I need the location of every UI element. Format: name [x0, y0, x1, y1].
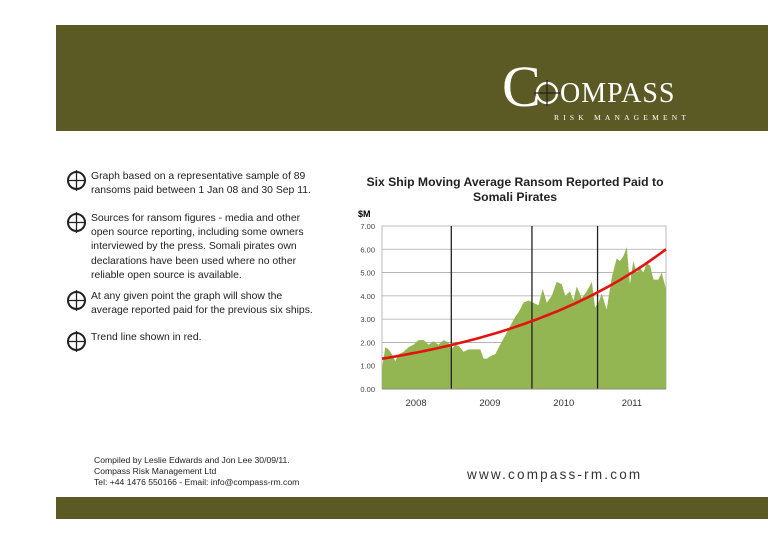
trend-line: [381, 248, 667, 360]
bullet-text: Graph based on a representative sample o…: [91, 170, 311, 198]
y-tick-label: 2.00: [360, 338, 375, 347]
y-tick-label: 0.00: [360, 385, 375, 394]
logo-initial: C: [502, 54, 541, 119]
compass-bullet-icon: [67, 212, 86, 233]
credits-line: Tel: +44 1476 550166 - Email: info@compa…: [94, 477, 300, 488]
y-tick-label: 3.00: [360, 315, 375, 324]
x-tick-label: 2008: [406, 398, 427, 409]
bullet-text-line: open source reporting, including some ow…: [91, 227, 304, 239]
moving-average-area: [382, 247, 666, 389]
x-tick-label: 2010: [553, 398, 574, 409]
bullet-text-line: declarations have been used where no oth…: [91, 255, 297, 267]
bullet-text-line: At any given point the graph will show t…: [91, 291, 283, 302]
y-tick-label: 1.00: [360, 362, 375, 371]
x-tick-label: 2011: [622, 398, 642, 409]
logo-subtitle: RISK MANAGEMENT: [554, 113, 691, 122]
chart-title-line: Six Ship Moving Average Ransom Reported …: [366, 175, 664, 189]
chart-title-line: Somali Pirates: [473, 190, 557, 204]
compass-rose-icon: [534, 80, 560, 106]
bullet-text-line: reliable open source is available.: [91, 269, 242, 281]
compass-bullet-icon: [67, 170, 86, 191]
footer-band: [56, 497, 768, 519]
credits-line: Compass Risk Management Ltd: [94, 466, 217, 477]
bullet-text: Trend line shown in red.: [91, 331, 202, 345]
x-tick-label: 2009: [479, 398, 500, 409]
bullet-text: At any given point the graph will show t…: [91, 290, 313, 318]
y-tick-label: 7.00: [360, 222, 375, 231]
chart-title: Six Ship Moving Average Ransom Reported …: [350, 175, 680, 205]
header-band: [56, 25, 768, 131]
website-link[interactable]: www.compass-rm.com: [467, 467, 643, 482]
logo-wordmark: OMPASS: [560, 78, 676, 109]
compass-bullet-icon: [67, 331, 86, 352]
compass-bullet-icon: [67, 290, 86, 311]
credits-line: Compiled by Leslie Edwards and Jon Lee 3…: [94, 455, 290, 465]
y-tick-label: 5.00: [360, 269, 375, 278]
bullet-text-line: interviewed by the press. Somali pirates…: [91, 241, 297, 253]
y-tick-label: 4.00: [360, 292, 375, 301]
bullet-text-line: Trend line shown in red.: [91, 332, 202, 343]
bullet-text-line: Sources for ransom figures - media and o…: [91, 213, 301, 224]
credits: Compiled by Leslie Edwards and Jon Lee 3…: [94, 455, 299, 489]
bullet-text-line: average reported paid for the previous s…: [91, 305, 313, 317]
bullet-text: Sources for ransom figures - media and o…: [91, 212, 304, 283]
ransom-chart: $M 0.00 1.00 2.00 3.00 4.00 5.00 6.00 7.00 2008 20…: [358, 209, 667, 409]
bullet-text-line: Graph based on a representative sample o…: [91, 171, 306, 182]
y-tick-label: 6.00: [360, 245, 375, 254]
bullet-text-line: ransoms paid between 1 Jan 08 and 30 Sep…: [91, 185, 311, 197]
y-axis-label: $M: [358, 209, 371, 219]
